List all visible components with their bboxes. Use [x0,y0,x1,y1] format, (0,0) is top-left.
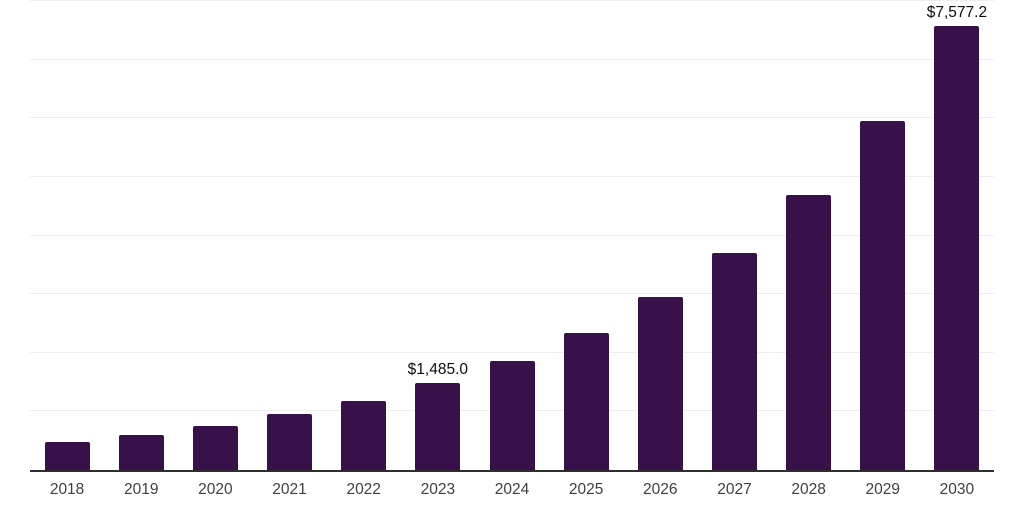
bar-2027 [711,253,757,470]
gridline-7000 [30,58,994,60]
x-tick-2026: 2026 [643,481,678,498]
bar-2022 [341,401,387,470]
plot-area: $1,485.0 $7,577.2 [30,0,994,472]
gridline-4000 [30,234,994,236]
x-tick-2023: 2023 [420,481,456,498]
bar-2030 [934,25,980,470]
gridline-5000 [30,175,994,177]
bar-2018 [44,441,90,470]
x-tick-2018: 2018 [49,481,85,498]
x-axis: 2018 2019 2020 2021 2022 2023 2024 2025 2026 2027… [30,479,994,501]
bar-2025 [563,332,609,470]
bar-2026 [637,297,683,470]
x-tick-2022: 2022 [346,481,381,498]
x-tick-2029: 2029 [865,481,901,498]
bar-2021 [267,414,313,470]
gridline-3000 [30,293,994,295]
x-tick-2030: 2030 [939,481,975,498]
bar-2029 [860,120,906,470]
gridline-6000 [30,117,994,119]
value-label-2023: $1,485.0 [407,360,469,378]
x-tick-2024: 2024 [494,481,530,498]
gridline-8000 [30,0,994,1]
x-tick-2019: 2019 [123,481,159,498]
bar-2024 [489,360,535,470]
gridline-2000 [30,351,994,353]
bar-2020 [192,425,238,470]
x-tick-2020: 2020 [198,481,233,498]
bar-2023 [415,382,461,470]
value-label-2030: $7,577.2 [926,3,988,21]
x-tick-2021: 2021 [272,481,307,498]
bar-2028 [786,194,832,470]
x-tick-2025: 2025 [568,481,604,498]
bar-2019 [118,435,164,470]
x-tick-2028: 2028 [791,481,826,498]
x-tick-2027: 2027 [717,481,752,498]
